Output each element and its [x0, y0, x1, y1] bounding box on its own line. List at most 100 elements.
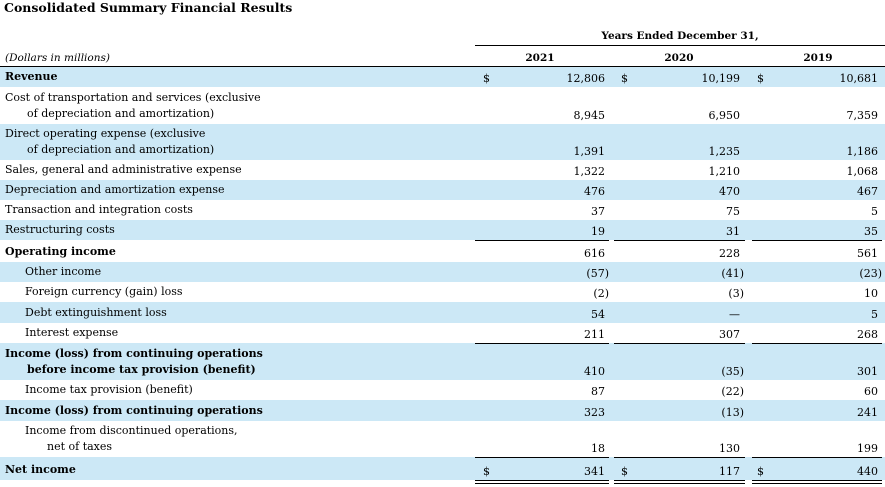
- value-2021: 341: [584, 465, 605, 478]
- column-header-row: (Dollars in millions) 2021 2020 2019: [0, 48, 885, 67]
- row-label: Income tax provision (benefit): [25, 382, 193, 398]
- value-2019: 5: [871, 205, 878, 218]
- row-label-line: Foreign currency (gain) loss: [25, 285, 183, 298]
- currency-symbol: $: [621, 465, 628, 478]
- value-2020: (41): [721, 267, 744, 280]
- table-row-income-tax: Income tax provision (benefit) 87 (22) 60: [0, 380, 885, 400]
- table-row-other-income: Other income (57) (41) (23): [0, 262, 885, 282]
- table-row-cost-of-transportation: Cost of transportation and services (exc…: [0, 88, 885, 124]
- table-row-income-discontinued: Income from discontinued operations, net …: [0, 421, 885, 457]
- value-2020: 130: [719, 442, 740, 455]
- row-label-line: before income tax provision (benefit): [27, 363, 256, 376]
- currency-symbol: $: [757, 72, 764, 85]
- row-label: Income (loss) from continuing operations…: [5, 346, 263, 378]
- value-2021: 1,391: [573, 145, 606, 158]
- value-2020: 10,199: [701, 72, 741, 85]
- total-double-rule: [475, 480, 609, 484]
- subtotal-rule: [475, 457, 609, 458]
- value-2019: 199: [857, 442, 878, 455]
- value-2019: 60: [864, 385, 878, 398]
- value-2019: 268: [857, 328, 878, 341]
- value-2021: 87: [591, 385, 605, 398]
- value-2019: 10,681: [839, 72, 879, 85]
- value-2021: 12,806: [566, 72, 606, 85]
- row-label-line: Cost of transportation and services (exc…: [5, 91, 261, 104]
- row-label: Revenue: [5, 69, 58, 85]
- row-label: Operating income: [5, 244, 116, 260]
- value-2021: 616: [584, 247, 605, 260]
- value-2019: 440: [857, 465, 878, 478]
- row-label-line: Restructuring costs: [5, 223, 115, 236]
- row-label: Other income: [25, 264, 101, 280]
- subtotal-rule: [475, 240, 609, 241]
- row-label: Debt extinguishment loss: [25, 305, 167, 321]
- value-2021: 18: [591, 442, 605, 455]
- table-row-restructuring: Restructuring costs 19 31 35: [0, 220, 885, 240]
- value-2021: 8,945: [573, 109, 606, 122]
- table-title: Consolidated Summary Financial Results: [4, 0, 293, 15]
- currency-symbol: $: [621, 72, 628, 85]
- row-label: Transaction and integration costs: [5, 202, 193, 218]
- year-header-2019: 2019: [803, 52, 833, 64]
- row-label-line: Depreciation and amortization expense: [5, 183, 225, 196]
- table-row-transaction-integration: Transaction and integration costs 37 75 5: [0, 200, 885, 220]
- total-double-rule: [614, 480, 745, 484]
- table-row-sga-expense: Sales, general and administrative expens…: [0, 160, 885, 180]
- value-2020: 31: [726, 225, 740, 238]
- subtotal-rule: [614, 343, 745, 344]
- units-label: (Dollars in millions): [5, 52, 110, 64]
- table-row-interest-expense: Interest expense 211 307 268: [0, 323, 885, 343]
- value-2021: (2): [593, 287, 609, 300]
- value-2019: 467: [857, 185, 878, 198]
- currency-symbol: $: [483, 72, 490, 85]
- row-label-line: Revenue: [5, 70, 58, 83]
- row-label-line: net of taxes: [47, 440, 113, 453]
- value-2020: (22): [721, 385, 744, 398]
- value-2021: 211: [584, 328, 605, 341]
- row-label-line: of depreciation and amortization): [27, 107, 215, 120]
- subtotal-rule: [752, 240, 882, 241]
- row-label-line: of depreciation and amortization): [27, 143, 215, 156]
- table-row-net-income: Net income $341 $117 $440: [0, 457, 885, 480]
- row-label-line: Net income: [5, 463, 76, 476]
- row-label: Foreign currency (gain) loss: [25, 284, 183, 300]
- row-label-line: Transaction and integration costs: [5, 203, 193, 216]
- table-row-direct-operating-expense: Direct operating expense (exclusive of de…: [0, 124, 885, 160]
- row-label-line: Income (loss) from continuing operations: [5, 347, 263, 360]
- row-label: Net income: [5, 462, 76, 478]
- value-2019: 35: [864, 225, 878, 238]
- value-2021: 476: [584, 185, 605, 198]
- value-2020: 6,950: [708, 109, 741, 122]
- value-2019: 301: [857, 365, 878, 378]
- row-label: Sales, general and administrative expens…: [5, 162, 242, 178]
- row-label-line: Debt extinguishment loss: [25, 306, 167, 319]
- table-row-operating-income: Operating income 616 228 561: [0, 240, 885, 262]
- value-2019: 5: [871, 308, 878, 321]
- value-2020: 117: [719, 465, 740, 478]
- value-2020: (13): [721, 406, 744, 419]
- subtotal-rule: [475, 343, 609, 344]
- row-label: Cost of transportation and services (exc…: [5, 90, 261, 122]
- value-2020: 228: [719, 247, 740, 260]
- value-2021: 1,322: [573, 165, 606, 178]
- period-header: Years Ended December 31,: [475, 30, 885, 46]
- value-2020: 470: [719, 185, 740, 198]
- currency-symbol: $: [483, 465, 490, 478]
- row-label-line: Income (loss) from continuing operations: [5, 404, 263, 417]
- row-label-line: Direct operating expense (exclusive: [5, 127, 206, 140]
- value-2019: 561: [857, 247, 878, 260]
- subtotal-rule: [752, 343, 882, 344]
- value-2019: (23): [859, 267, 882, 280]
- table-row-debt-extinguishment: Debt extinguishment loss 54 — 5: [0, 302, 885, 323]
- table-row-fx-loss: Foreign currency (gain) loss (2) (3) 10: [0, 282, 885, 302]
- row-label-line: Operating income: [5, 245, 116, 258]
- year-header-2020: 2020: [664, 52, 694, 64]
- total-double-rule: [752, 480, 882, 484]
- value-2020: (3): [728, 287, 744, 300]
- row-label: Restructuring costs: [5, 222, 115, 238]
- value-2021: 37: [591, 205, 605, 218]
- row-label: Interest expense: [25, 325, 118, 341]
- subtotal-rule: [614, 457, 745, 458]
- value-2021: 323: [584, 406, 605, 419]
- currency-symbol: $: [757, 465, 764, 478]
